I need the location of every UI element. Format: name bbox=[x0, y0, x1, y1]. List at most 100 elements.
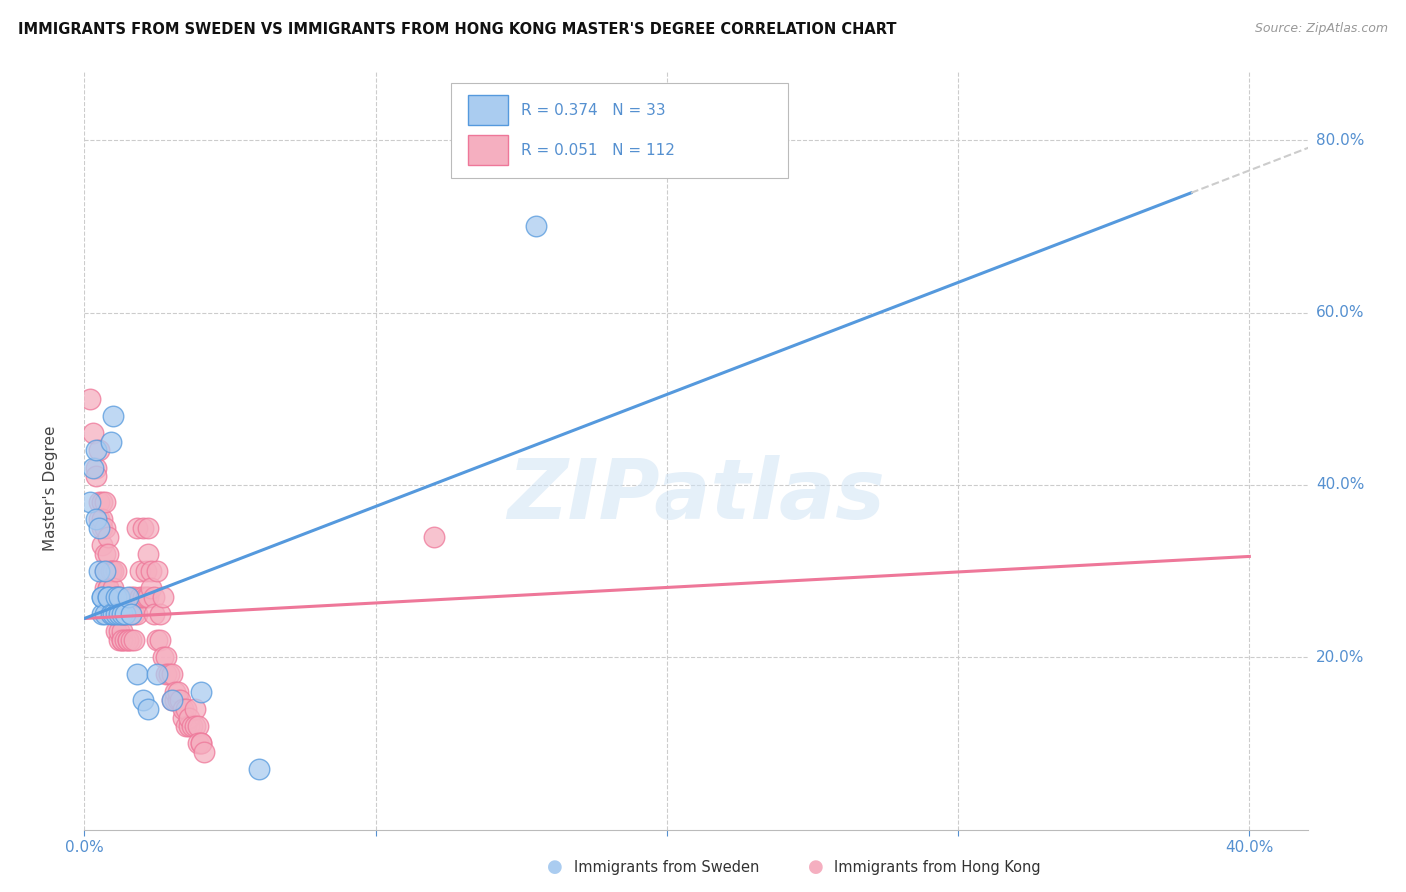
Point bbox=[93, 547, 115, 561]
Point bbox=[100, 607, 122, 622]
Point bbox=[79, 392, 101, 406]
Point bbox=[100, 564, 122, 578]
Point bbox=[100, 590, 122, 604]
Point bbox=[152, 590, 174, 604]
Point bbox=[108, 633, 131, 648]
Point bbox=[93, 582, 115, 596]
Point bbox=[111, 633, 134, 648]
Point bbox=[97, 590, 120, 604]
Point bbox=[82, 426, 104, 441]
Point bbox=[97, 547, 120, 561]
Point bbox=[174, 702, 197, 716]
Point bbox=[149, 607, 172, 622]
Text: 60.0%: 60.0% bbox=[1316, 305, 1365, 320]
Point bbox=[138, 547, 160, 561]
Point bbox=[193, 745, 215, 759]
Point bbox=[103, 590, 125, 604]
Point bbox=[84, 469, 107, 483]
Point bbox=[423, 530, 446, 544]
Point bbox=[190, 736, 212, 750]
Point bbox=[125, 607, 148, 622]
Point bbox=[87, 564, 110, 578]
Point bbox=[93, 607, 115, 622]
Point bbox=[93, 564, 115, 578]
Text: 40.0%: 40.0% bbox=[1316, 477, 1365, 492]
Point bbox=[97, 590, 120, 604]
Point bbox=[108, 607, 131, 622]
Point bbox=[90, 521, 112, 535]
Point bbox=[105, 624, 128, 639]
Point bbox=[103, 607, 125, 622]
Point bbox=[155, 650, 177, 665]
Point bbox=[190, 736, 212, 750]
Point bbox=[152, 650, 174, 665]
Point bbox=[163, 684, 186, 698]
Point bbox=[108, 624, 131, 639]
Point bbox=[105, 590, 128, 604]
Point bbox=[146, 633, 169, 648]
Point bbox=[143, 590, 166, 604]
Point bbox=[120, 633, 142, 648]
Point bbox=[160, 667, 183, 681]
Point bbox=[111, 607, 134, 622]
Point bbox=[97, 590, 120, 604]
Point bbox=[166, 684, 188, 698]
Point bbox=[157, 667, 180, 681]
Point bbox=[160, 693, 183, 707]
Point bbox=[97, 530, 120, 544]
Point bbox=[87, 443, 110, 458]
Point bbox=[111, 607, 134, 622]
Text: 80.0%: 80.0% bbox=[1316, 133, 1365, 148]
FancyBboxPatch shape bbox=[451, 83, 787, 178]
Point bbox=[103, 607, 125, 622]
Point bbox=[93, 495, 115, 509]
Point bbox=[172, 710, 194, 724]
Point bbox=[187, 736, 209, 750]
Point bbox=[247, 762, 270, 776]
Text: IMMIGRANTS FROM SWEDEN VS IMMIGRANTS FROM HONG KONG MASTER'S DEGREE CORRELATION : IMMIGRANTS FROM SWEDEN VS IMMIGRANTS FRO… bbox=[18, 22, 897, 37]
Point bbox=[108, 590, 131, 604]
Point bbox=[184, 719, 207, 733]
Text: ●: ● bbox=[547, 858, 564, 876]
Point bbox=[166, 693, 188, 707]
Text: R = 0.374   N = 33: R = 0.374 N = 33 bbox=[522, 103, 665, 118]
Point bbox=[114, 633, 136, 648]
Point bbox=[111, 607, 134, 622]
FancyBboxPatch shape bbox=[468, 135, 508, 165]
Point bbox=[117, 633, 139, 648]
Point bbox=[93, 521, 115, 535]
Text: Immigrants from Hong Kong: Immigrants from Hong Kong bbox=[834, 860, 1040, 874]
Point bbox=[524, 219, 547, 234]
Point bbox=[90, 538, 112, 552]
Text: Immigrants from Sweden: Immigrants from Sweden bbox=[574, 860, 759, 874]
FancyBboxPatch shape bbox=[468, 95, 508, 125]
Point bbox=[82, 460, 104, 475]
Point bbox=[108, 607, 131, 622]
Point bbox=[100, 607, 122, 622]
Point bbox=[97, 564, 120, 578]
Point bbox=[90, 590, 112, 604]
Point bbox=[174, 719, 197, 733]
Point bbox=[135, 590, 157, 604]
Point bbox=[111, 633, 134, 648]
Point bbox=[105, 607, 128, 622]
Point bbox=[108, 590, 131, 604]
Point bbox=[172, 702, 194, 716]
Point bbox=[90, 590, 112, 604]
Point bbox=[108, 590, 131, 604]
Point bbox=[117, 590, 139, 604]
Point bbox=[117, 633, 139, 648]
Point bbox=[93, 564, 115, 578]
Point bbox=[141, 582, 163, 596]
Point bbox=[111, 624, 134, 639]
Point bbox=[103, 607, 125, 622]
Point bbox=[114, 607, 136, 622]
Point bbox=[103, 582, 125, 596]
Point bbox=[146, 564, 169, 578]
Point bbox=[105, 564, 128, 578]
Point bbox=[120, 590, 142, 604]
Point bbox=[143, 607, 166, 622]
Point bbox=[187, 719, 209, 733]
Point bbox=[179, 710, 201, 724]
Text: Source: ZipAtlas.com: Source: ZipAtlas.com bbox=[1254, 22, 1388, 36]
